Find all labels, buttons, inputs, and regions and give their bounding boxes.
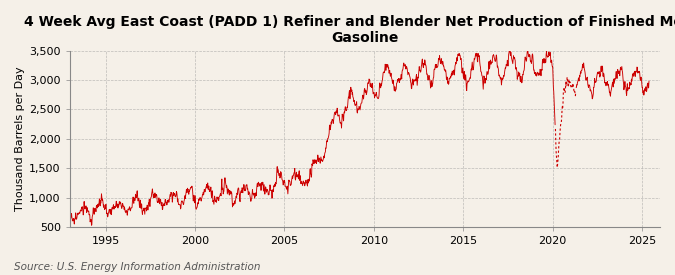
Text: Source: U.S. Energy Information Administration: Source: U.S. Energy Information Administ… [14,262,260,272]
Y-axis label: Thousand Barrels per Day: Thousand Barrels per Day [15,67,25,211]
Title: 4 Week Avg East Coast (PADD 1) Refiner and Blender Net Production of Finished Mo: 4 Week Avg East Coast (PADD 1) Refiner a… [24,15,675,45]
